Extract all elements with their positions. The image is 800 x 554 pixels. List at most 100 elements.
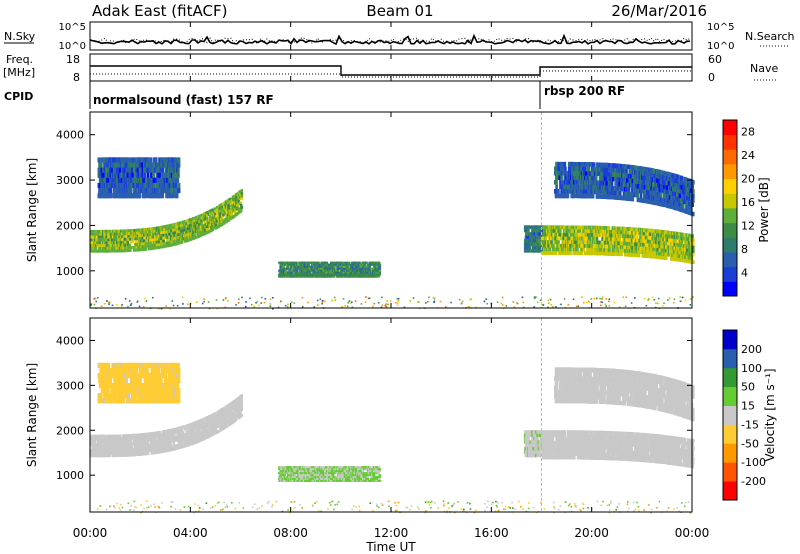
- echo-cell: [175, 193, 179, 199]
- echo-cell: [683, 233, 686, 237]
- echo-cell: [153, 246, 156, 250]
- echo-cell: [615, 163, 618, 168]
- echo-cell: [285, 275, 289, 278]
- echo-cell: [378, 263, 382, 266]
- echo-cell: [114, 167, 118, 173]
- echo-cell: [324, 271, 328, 274]
- echo-cell: [615, 226, 618, 231]
- echo-cell: [324, 265, 328, 268]
- echo-cell: [230, 211, 233, 214]
- echo-cell: [555, 180, 558, 185]
- echo-cell: [305, 273, 309, 276]
- echo-cell: [333, 265, 337, 268]
- echo-cell: [675, 250, 678, 254]
- echo-cell: [229, 197, 232, 201]
- echo-cell: [656, 169, 659, 174]
- echo-cell: [547, 232, 551, 237]
- freq-unit-label: [MHz]: [3, 66, 35, 79]
- echo-cell: [610, 181, 614, 186]
- echo-cell: [593, 251, 596, 256]
- echo-cell: [644, 254, 648, 258]
- echo-cell: [649, 232, 652, 237]
- echo-cell: [125, 235, 128, 238]
- echo-cell: [296, 275, 299, 278]
- echo-cell: [533, 245, 537, 250]
- echo-cell: [595, 236, 599, 241]
- echo-cell: [295, 269, 299, 272]
- echo-cell: [129, 237, 132, 241]
- echo-cell: [590, 229, 593, 234]
- echo-cell: [555, 225, 558, 230]
- echo-cell: [619, 241, 623, 246]
- echo-cell: [613, 230, 617, 234]
- echo-cell: [164, 244, 167, 248]
- echo-cell: [126, 167, 129, 173]
- echo-cell: [143, 245, 147, 248]
- echo-cell: [187, 233, 191, 236]
- echo-cell: [637, 242, 641, 247]
- echo-cell: [368, 265, 371, 268]
- echo-cell: [557, 236, 560, 241]
- echo-cell: [107, 244, 111, 247]
- echo-cell: [578, 162, 582, 167]
- echo-cell: [309, 271, 312, 274]
- echo-cell: [192, 225, 196, 229]
- echo-cell: [578, 229, 582, 233]
- echo-cell: [587, 166, 590, 172]
- echo-cell: [582, 247, 585, 252]
- echo-cell: [115, 249, 118, 253]
- echo-cell: [612, 172, 616, 177]
- echo-cell: [377, 275, 380, 278]
- echo-cell: [607, 172, 611, 177]
- echo-cell: [687, 241, 691, 245]
- echo-cell: [573, 243, 577, 248]
- echo-cell: [622, 234, 625, 238]
- echo-cell: [632, 253, 635, 257]
- echo-cell: [145, 193, 149, 199]
- echo-cell: [209, 220, 213, 224]
- echo-cell: [664, 234, 668, 238]
- echo-cell: [93, 244, 96, 247]
- echo-cell: [688, 237, 692, 242]
- echo-cell: [629, 164, 633, 170]
- echo-cell: [598, 194, 601, 199]
- echo-cell: [156, 162, 159, 168]
- echo-cell: [120, 162, 124, 168]
- echo-cell: [664, 230, 668, 235]
- echo-cell: [187, 224, 190, 228]
- echo-cell: [180, 224, 183, 227]
- echo-cell: [98, 247, 102, 250]
- echo-cell: [606, 244, 609, 249]
- echo-cell: [221, 217, 224, 220]
- echo-cell: [234, 211, 237, 214]
- echo-cell: [581, 162, 584, 167]
- echo-cell: [358, 261, 361, 264]
- echo-cell: [134, 240, 138, 243]
- echo-cell: [100, 157, 103, 163]
- echo-cell: [140, 162, 144, 168]
- echo-cell: [626, 252, 630, 257]
- echo-cell: [344, 275, 347, 278]
- echo-cell: [573, 189, 577, 194]
- echo-cell: [369, 267, 372, 270]
- echo-cell: [676, 257, 680, 262]
- echo-cell: [162, 239, 165, 243]
- echo-cell: [580, 225, 584, 230]
- echo-cell: [364, 265, 368, 268]
- nave-tick-bottom: 0: [708, 71, 715, 84]
- echo-cell: [117, 229, 121, 233]
- echo-cell: [378, 271, 382, 274]
- echo-cell: [190, 237, 193, 241]
- echo-cell: [583, 166, 587, 172]
- echo-cell: [163, 188, 167, 194]
- echo-cell: [360, 273, 364, 276]
- echo-cell: [199, 234, 203, 237]
- echo-cell: [98, 235, 101, 239]
- echo-cell: [228, 209, 232, 213]
- echo-cell: [322, 261, 325, 264]
- echo-cell: [106, 246, 109, 250]
- echo-cell: [365, 271, 369, 274]
- echo-cell: [230, 213, 233, 217]
- echo-cell: [612, 252, 616, 256]
- echo-cell: [529, 225, 532, 229]
